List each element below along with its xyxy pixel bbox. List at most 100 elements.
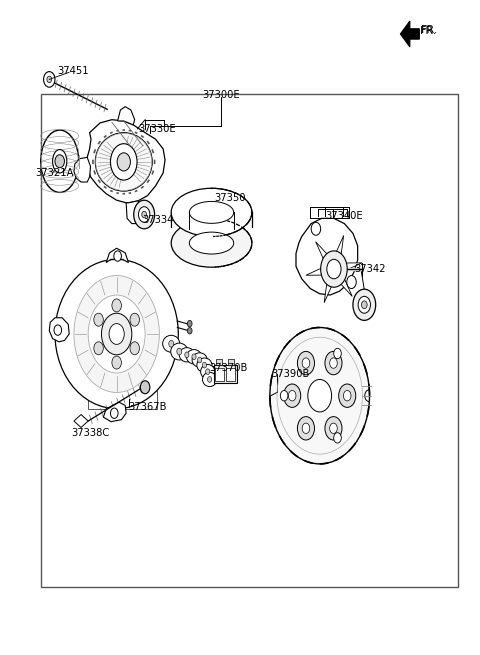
Polygon shape xyxy=(306,268,323,275)
Circle shape xyxy=(94,313,103,326)
Circle shape xyxy=(339,384,356,407)
Text: 37367B: 37367B xyxy=(129,402,167,412)
Circle shape xyxy=(140,381,150,394)
Bar xyxy=(88,324,157,409)
Circle shape xyxy=(185,352,189,358)
Bar xyxy=(214,365,237,383)
Circle shape xyxy=(130,342,140,355)
Circle shape xyxy=(76,166,83,175)
Circle shape xyxy=(298,417,314,440)
Circle shape xyxy=(203,362,206,368)
Circle shape xyxy=(187,320,192,327)
Text: 37334: 37334 xyxy=(143,215,174,225)
Circle shape xyxy=(284,384,301,407)
Polygon shape xyxy=(345,263,362,271)
Ellipse shape xyxy=(186,350,202,364)
Text: 37321A: 37321A xyxy=(35,168,73,178)
Circle shape xyxy=(55,155,64,168)
Ellipse shape xyxy=(189,202,234,223)
Circle shape xyxy=(280,390,288,401)
Polygon shape xyxy=(339,277,352,297)
Text: 37370B: 37370B xyxy=(209,363,248,373)
Ellipse shape xyxy=(171,343,188,360)
Bar xyxy=(216,367,224,381)
Text: 37340E: 37340E xyxy=(325,211,363,221)
Circle shape xyxy=(142,212,146,217)
Circle shape xyxy=(330,423,337,434)
Circle shape xyxy=(207,377,212,383)
Circle shape xyxy=(205,369,210,375)
Circle shape xyxy=(288,390,296,401)
Circle shape xyxy=(112,356,121,369)
Text: 37300E: 37300E xyxy=(202,90,240,100)
Text: 37338C: 37338C xyxy=(72,428,110,438)
Circle shape xyxy=(343,390,351,401)
Polygon shape xyxy=(324,281,333,303)
Polygon shape xyxy=(74,415,88,428)
Circle shape xyxy=(302,358,310,368)
Circle shape xyxy=(334,348,341,359)
Circle shape xyxy=(134,200,155,229)
Circle shape xyxy=(114,251,121,261)
Circle shape xyxy=(327,259,341,279)
Bar xyxy=(216,360,222,365)
Circle shape xyxy=(358,296,371,313)
Circle shape xyxy=(132,211,138,219)
Circle shape xyxy=(138,207,150,222)
Polygon shape xyxy=(106,248,129,263)
Circle shape xyxy=(198,357,202,363)
Ellipse shape xyxy=(192,353,207,367)
Circle shape xyxy=(270,328,370,464)
Polygon shape xyxy=(296,218,358,295)
Polygon shape xyxy=(118,107,135,125)
Polygon shape xyxy=(103,402,126,422)
Ellipse shape xyxy=(171,188,252,236)
Circle shape xyxy=(177,348,182,355)
Ellipse shape xyxy=(96,133,152,191)
Bar xyxy=(226,367,235,381)
Circle shape xyxy=(94,342,103,355)
Circle shape xyxy=(109,324,124,345)
Ellipse shape xyxy=(53,149,67,173)
Text: 37350: 37350 xyxy=(214,193,245,202)
Circle shape xyxy=(47,76,52,83)
Circle shape xyxy=(308,379,332,412)
Circle shape xyxy=(54,325,61,335)
Circle shape xyxy=(347,276,356,289)
Circle shape xyxy=(334,433,341,443)
Text: 37390B: 37390B xyxy=(271,369,309,379)
Circle shape xyxy=(361,301,367,309)
Circle shape xyxy=(325,351,342,375)
Circle shape xyxy=(112,299,121,312)
Ellipse shape xyxy=(171,219,252,267)
Polygon shape xyxy=(55,259,178,409)
Ellipse shape xyxy=(179,348,194,362)
Bar xyxy=(228,360,234,365)
Polygon shape xyxy=(49,318,69,342)
Text: 37342: 37342 xyxy=(354,264,385,274)
Circle shape xyxy=(169,341,174,347)
Circle shape xyxy=(88,295,145,373)
Ellipse shape xyxy=(203,372,217,386)
Text: FR.: FR. xyxy=(421,25,439,35)
Polygon shape xyxy=(87,120,165,203)
Circle shape xyxy=(321,251,347,288)
Circle shape xyxy=(130,313,140,326)
Text: 37451: 37451 xyxy=(57,66,89,76)
Circle shape xyxy=(101,313,132,355)
Circle shape xyxy=(44,71,55,87)
Ellipse shape xyxy=(197,358,212,372)
Circle shape xyxy=(117,153,131,171)
Text: FR.: FR. xyxy=(420,26,438,37)
Polygon shape xyxy=(316,242,329,261)
Circle shape xyxy=(325,417,342,440)
Circle shape xyxy=(330,358,337,368)
Text: 37330E: 37330E xyxy=(138,124,176,134)
Ellipse shape xyxy=(163,335,180,352)
Ellipse shape xyxy=(201,365,215,379)
Circle shape xyxy=(311,222,321,235)
Circle shape xyxy=(298,351,314,375)
Circle shape xyxy=(302,423,310,434)
Circle shape xyxy=(122,110,129,119)
Polygon shape xyxy=(126,201,143,223)
